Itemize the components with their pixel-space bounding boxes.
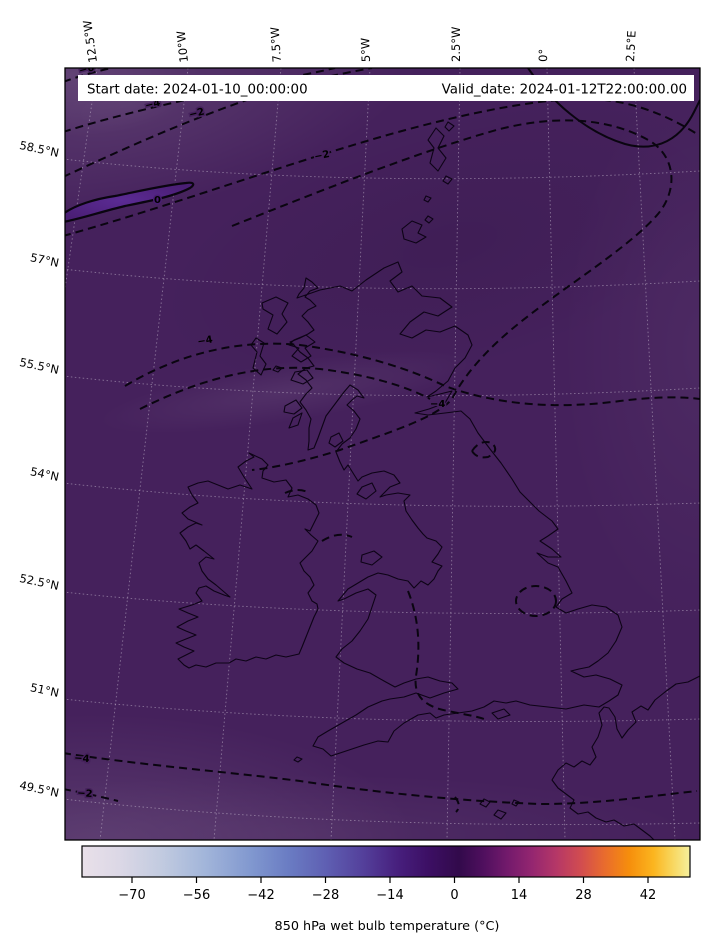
contour-label: −4 [197, 334, 214, 348]
parallel-line [65, 798, 700, 826]
meridian-line [99, 68, 189, 840]
lon-tick-label: 7.5°W [268, 26, 284, 62]
parallel-line [65, 158, 700, 180]
coast-outer-hebrides [250, 296, 289, 376]
lat-tick-label: 58.5°N [18, 138, 60, 160]
field-shading-right [560, 68, 700, 635]
colorbar-tick-label: −14 [376, 888, 403, 903]
lon-tick-label: 12.5°W [80, 19, 100, 63]
contour-label: −2 [188, 107, 206, 121]
contour-minus6 [65, 68, 113, 83]
colorbar-gradient [81, 845, 691, 878]
colorbar-tick-label: −70 [118, 888, 145, 903]
contour-loop-northsea [231, 119, 673, 471]
parallel-line [65, 482, 700, 507]
contour-label: −2 [313, 149, 330, 163]
coast-shetland [423, 121, 455, 203]
coast-islay-jura [283, 399, 303, 429]
coast-channel-islands [479, 798, 520, 820]
colorbar: −70 −56 −42 −28 −14 0 14 28 42 [81, 845, 691, 903]
coast-ireland [175, 452, 320, 669]
meridian-line [633, 68, 676, 840]
zero-contour-region [65, 181, 195, 223]
graticule-parallels [65, 158, 700, 826]
coast-skye [288, 334, 316, 363]
contour-minus4-south [65, 752, 698, 806]
lon-tick-label: 0° [536, 49, 550, 62]
coast-isle-of-wight [491, 708, 511, 720]
meridian-line [446, 68, 461, 840]
coast-orkney [401, 215, 434, 244]
lat-tick-label: 52.5°N [18, 571, 60, 593]
meridian-line [213, 68, 282, 840]
colorbar-tick-labels: −70 −56 −42 −28 −14 0 14 28 42 [118, 888, 656, 903]
parallel-line [65, 268, 700, 290]
contour-label: −4 [430, 399, 445, 410]
lat-tick-label: 57°N [29, 250, 60, 270]
contour-closed-eastanglia [515, 585, 557, 617]
colorbar-tick-label: 28 [575, 888, 592, 903]
lat-tick-label: 49.5°N [18, 778, 60, 800]
lat-tick-label: 54°N [29, 464, 60, 484]
parallel-line [65, 375, 700, 397]
map-frame [64, 67, 701, 841]
colorbar-tick-label: −56 [183, 888, 210, 903]
contour-fragment-ulster [284, 489, 311, 494]
graticule-meridians [65, 68, 676, 840]
colorbar-tick-label: −28 [312, 888, 339, 903]
lon-tick-label: 2.5°W [449, 27, 463, 62]
contour-minus4-mid-b [139, 366, 431, 410]
start-date-text: Start date: 2024-01-10_00:00:00 [87, 83, 308, 98]
lon-tick-label: 10°W [174, 30, 191, 63]
lon-tick-label: 2.5°E [623, 30, 639, 62]
lat-tick-label: 51°N [29, 680, 60, 700]
figure-caption: 850 hPa wet bulb temperature (°C) [275, 919, 500, 934]
contour-fragment-wales-channel [407, 590, 485, 720]
contour-label: 0 [154, 195, 161, 206]
lon-tick-label: 5°W [358, 37, 373, 62]
contour-fragment-irish-sea [321, 533, 353, 542]
parallel-line [65, 698, 700, 722]
coastlines [175, 121, 700, 840]
colorbar-tick-label: 0 [450, 888, 458, 903]
title-bar: Start date: 2024-01-10_00:00:00 Valid_da… [78, 75, 694, 101]
title-bar-background [78, 75, 694, 101]
valid-date-text: Valid_date: 2024-01-12T22:00:00.00 [442, 83, 687, 98]
coast-isle-of-man [356, 482, 377, 500]
field-shading-band [97, 350, 473, 434]
coast-france [551, 675, 700, 840]
colorbar-tick-label: 14 [511, 888, 528, 903]
lat-tick-label: 55.5°N [18, 355, 60, 377]
contour-fragment-pennines [471, 441, 497, 459]
coast-mull [290, 369, 314, 385]
meridian-line [330, 68, 371, 840]
contour-labels: −6 −4 −2 −2 0 −4 −4 −4 −2 [72, 62, 447, 802]
contour-label: −6 [78, 62, 96, 77]
meridian-line [546, 68, 566, 840]
coast-great-britain [289, 261, 623, 757]
field-shading-bottom [65, 773, 700, 840]
left-axis: 58.5°N 57°N 55.5°N 54°N 52.5°N 51°N 49.5… [18, 138, 60, 800]
parallel-line [65, 591, 700, 614]
contour-minus2-south [65, 788, 119, 802]
top-axis: 12.5°W 10°W 7.5°W 5°W 2.5°W 0° 2.5°E [80, 19, 638, 63]
contour-label: −2 [77, 788, 93, 800]
contour-fragment-channel [454, 796, 460, 813]
coast-anglesey [360, 550, 383, 566]
colorbar-tick-label: −42 [247, 888, 274, 903]
colorbar-tick-label: 42 [640, 888, 657, 903]
colorbar-tick-marks [131, 877, 649, 883]
contour-label: −4 [74, 753, 90, 765]
coast-arran [328, 432, 344, 448]
